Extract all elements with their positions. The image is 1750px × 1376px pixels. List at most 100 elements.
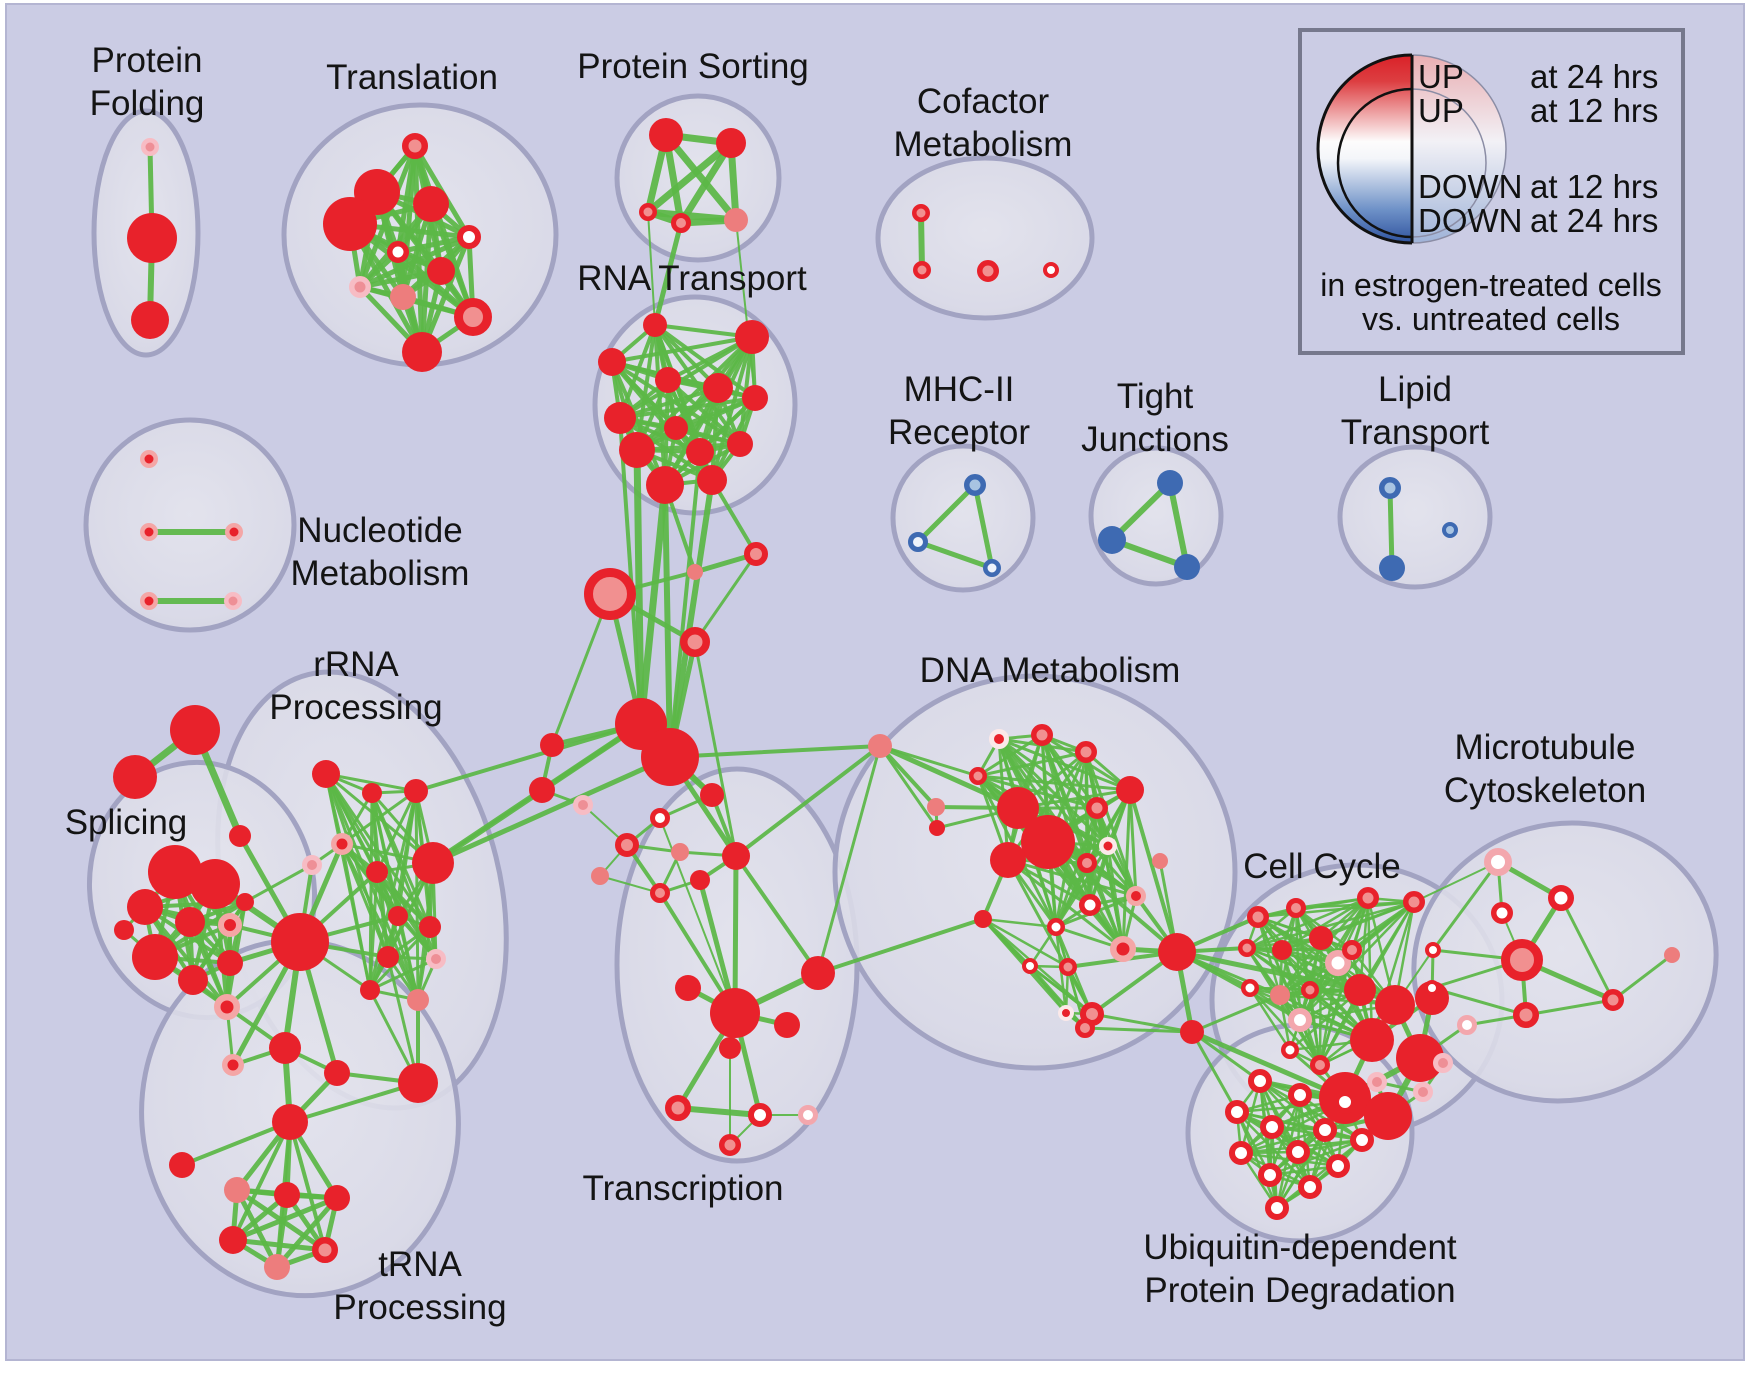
- node-tl5: [387, 241, 409, 263]
- edge-rr0-rr2: [324, 772, 418, 793]
- edge-bt2-lh0: [550, 592, 612, 747]
- label-ubiquitin-degradation-line1: Protein Degradation: [1144, 1271, 1455, 1310]
- edge-cc3-cc20: [1280, 896, 1370, 952]
- node-rt11: [646, 466, 684, 504]
- node-sp9: [214, 994, 240, 1020]
- node-rr13: [271, 913, 329, 971]
- edge-tx9-cn0: [816, 744, 882, 975]
- node-rr12: [407, 989, 429, 1011]
- node-tx5: [591, 867, 609, 885]
- node-tn11: [312, 1237, 338, 1263]
- node-bt2: [584, 568, 636, 620]
- node-tn3: [324, 1060, 350, 1086]
- node-ps1: [716, 128, 746, 158]
- node-tl9: [454, 298, 492, 336]
- node-dm23: [1058, 1005, 1074, 1021]
- node-cf3: [1043, 262, 1059, 278]
- node-ub5: [1313, 1118, 1337, 1142]
- node-cn0: [868, 734, 892, 758]
- edge-dm5-dm14: [1128, 788, 1138, 898]
- legend-inner-circle-left: [1338, 89, 1412, 237]
- node-tj0: [1157, 470, 1183, 496]
- node-mt0: [1484, 848, 1512, 876]
- node-cc2: [1238, 939, 1256, 957]
- node-dm21: [1059, 958, 1077, 976]
- node-cc24: [1457, 1015, 1477, 1035]
- edge-cn0-dm10: [878, 744, 939, 830]
- node-rt0: [643, 313, 667, 337]
- edge-bt5-cn0: [668, 744, 882, 759]
- node-tl3: [323, 197, 377, 251]
- edge-rr3-rr11: [340, 842, 372, 992]
- node-ub2: [1333, 1090, 1357, 1114]
- node-tx10: [710, 988, 760, 1038]
- node-tn10: [219, 1226, 247, 1254]
- node-rr8: [419, 916, 441, 938]
- node-cc23: [1424, 980, 1440, 996]
- label-trna-processing-line0: tRNA: [378, 1245, 462, 1284]
- node-mt5: [1602, 989, 1624, 1011]
- node-mt4: [1513, 1002, 1539, 1028]
- node-dm20: [1022, 958, 1038, 974]
- edge-rt1-rt2: [610, 335, 754, 364]
- edge-dm19-dm5: [1128, 788, 1179, 954]
- edge-tn9-tn12: [274, 1195, 340, 1270]
- edge-tl4-tl5: [395, 234, 472, 255]
- edge-dm24-cc14: [1189, 1029, 1348, 1101]
- node-sp2: [127, 889, 163, 925]
- edge-dm24-dm25: [1083, 1026, 1194, 1034]
- cluster-mhc-ii-receptor-region: [890, 443, 1036, 593]
- label-protein-sorting-line0: Protein Sorting: [577, 47, 809, 86]
- edge-cc3-cc18: [1280, 948, 1322, 1067]
- node-dm8: [1021, 815, 1075, 869]
- node-rt3: [655, 367, 681, 393]
- node-tl10: [402, 332, 442, 372]
- edge-rt4-rt6: [618, 386, 720, 420]
- edge-tj0-tj2: [1167, 480, 1190, 570]
- node-cc6: [1241, 979, 1259, 997]
- node-dm15: [1079, 894, 1101, 916]
- legend-row-3-time: at 24 hrs: [1530, 202, 1658, 239]
- edge-tx13-tx14: [675, 1105, 763, 1118]
- edge-ub5-ub12: [1275, 1128, 1327, 1210]
- edge-cc5-cc18: [1318, 961, 1340, 1067]
- node-rr0: [312, 760, 340, 788]
- cluster-nucleotide-metabolism-region: [83, 417, 297, 633]
- node-tn4: [398, 1063, 438, 1103]
- edge-rr5-rr9: [375, 870, 390, 959]
- edge-mt4-mt5: [1524, 998, 1615, 1017]
- node-sp1: [190, 859, 240, 909]
- label-protein-folding-line0: Protein: [92, 41, 203, 80]
- label-protein-folding-line1: Folding: [90, 84, 205, 123]
- node-ub8: [1286, 1140, 1310, 1164]
- edge-rt11-bt4: [637, 481, 669, 728]
- node-rt9: [686, 438, 714, 466]
- node-tx13: [665, 1095, 691, 1121]
- node-mt1: [1548, 885, 1574, 911]
- edge-bt3-tx4: [693, 640, 738, 858]
- node-sp10: [114, 920, 134, 940]
- node-cc16: [1288, 1008, 1312, 1032]
- edge-rt5-rt6: [618, 396, 757, 420]
- node-pf2: [131, 301, 169, 339]
- edge-dm3-dm6: [976, 774, 1099, 810]
- node-tn5: [272, 1104, 308, 1140]
- node-ps0: [649, 118, 683, 152]
- node-sp8: [178, 965, 208, 995]
- node-rr2: [404, 779, 428, 803]
- node-rr4: [302, 855, 322, 875]
- edge-lp0-lp1: [1387, 485, 1395, 571]
- node-sp0: [148, 845, 202, 899]
- node-dm24: [1180, 1020, 1204, 1044]
- edge-dm20-dm22: [1028, 964, 1094, 1016]
- node-rr3: [331, 833, 353, 855]
- node-rt2: [598, 348, 626, 376]
- node-ps4: [724, 208, 748, 232]
- node-sp3: [175, 907, 205, 937]
- edge-rt6-bt4: [618, 416, 643, 726]
- node-tx6: [650, 883, 670, 903]
- node-dm17: [974, 910, 992, 928]
- node-rr10: [426, 949, 446, 969]
- node-cc8: [1301, 981, 1319, 999]
- edge-dm24-ub0: [1190, 1030, 1262, 1083]
